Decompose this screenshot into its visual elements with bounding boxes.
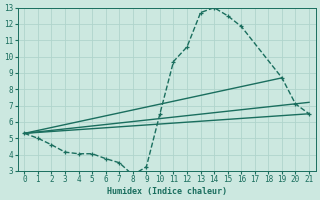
X-axis label: Humidex (Indice chaleur): Humidex (Indice chaleur) (107, 187, 227, 196)
